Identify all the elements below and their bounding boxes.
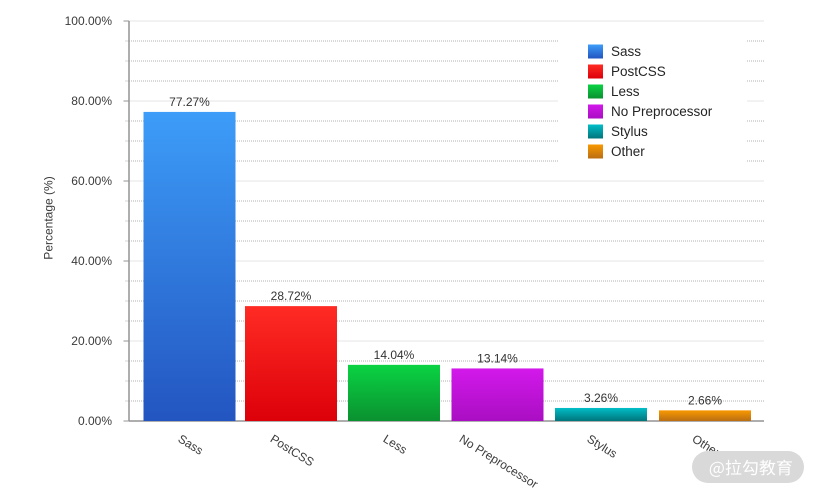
svg-text:14.04%: 14.04% [374, 348, 415, 362]
svg-text:3.26%: 3.26% [584, 391, 618, 405]
svg-text:28.72%: 28.72% [271, 289, 312, 303]
svg-text:2.66%: 2.66% [688, 393, 722, 407]
svg-text:13.14%: 13.14% [477, 351, 518, 365]
svg-text:PostCSS: PostCSS [611, 64, 666, 79]
svg-text:80.00%: 80.00% [71, 94, 112, 108]
svg-text:Sass: Sass [611, 44, 641, 59]
svg-text:77.27%: 77.27% [169, 95, 210, 109]
svg-text:Other: Other [611, 144, 645, 159]
svg-text:No Preprocessor: No Preprocessor [611, 104, 713, 119]
svg-text:100.00%: 100.00% [65, 14, 113, 28]
svg-text:Percentage (%): Percentage (%) [42, 176, 56, 259]
svg-text:20.00%: 20.00% [71, 334, 112, 348]
svg-text:Stylus: Stylus [611, 124, 648, 139]
svg-text:Less: Less [611, 84, 640, 99]
svg-text:0.00%: 0.00% [78, 414, 112, 428]
svg-text:60.00%: 60.00% [71, 174, 112, 188]
svg-text:40.00%: 40.00% [71, 254, 112, 268]
